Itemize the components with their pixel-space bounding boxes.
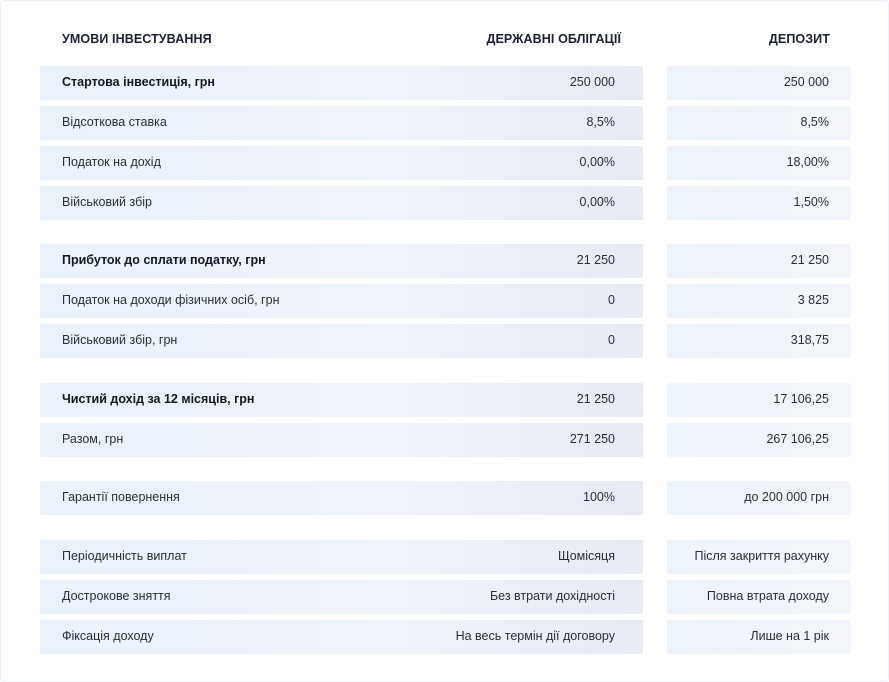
row-main-cell: Гарантії повернення 100%: [40, 481, 643, 515]
table-row: Чистий дохід за 12 місяців, грн 21 250 1…: [0, 383, 889, 417]
row-main-cell: Військовий збір, грн 0: [40, 324, 643, 358]
row-main-cell: Разом, грн 271 250: [40, 423, 643, 457]
bonds-value: 21 250: [576, 253, 615, 267]
deposit-cell: 21 250: [667, 244, 851, 278]
bonds-value: 0: [608, 333, 615, 347]
deposit-cell: 3 825: [667, 284, 851, 318]
row-label: Чистий дохід за 12 місяців, грн: [62, 392, 255, 406]
table-row: Прибуток до сплати податку, грн 21 250 2…: [0, 244, 889, 278]
row-main-cell: Чистий дохід за 12 місяців, грн 21 250: [40, 383, 643, 417]
deposit-value: 18,00%: [786, 155, 829, 169]
deposit-cell: 1,50%: [667, 186, 851, 220]
table-row: Податок на доходи фізичних осіб, грн 0 3…: [0, 284, 889, 318]
row-main-cell: Періодичність виплат Щомісяця: [40, 540, 643, 574]
row-main-cell: Фіксація доходу На весь термін дії догов…: [40, 620, 643, 654]
table-row: Гарантії повернення 100% до 200 000 грн: [0, 481, 889, 515]
deposit-cell: 318,75: [667, 324, 851, 358]
table-row: Періодичність виплат Щомісяця Після закр…: [0, 540, 889, 574]
row-label: Військовий збір, грн: [62, 333, 178, 347]
row-main-cell: Податок на доходи фізичних осіб, грн 0: [40, 284, 643, 318]
deposit-value: 250 000: [783, 75, 829, 89]
row-label: Податок на дохід: [62, 155, 161, 169]
row-main-cell: Стартова інвестиція, грн 250 000: [40, 66, 643, 100]
row-label: Фіксація доходу: [62, 629, 154, 643]
deposit-value: 3 825: [797, 293, 829, 307]
row-main-cell: Податок на дохід 0,00%: [40, 146, 643, 180]
bonds-value: 0,00%: [579, 155, 615, 169]
header-government-bonds: ДЕРЖАВНІ ОБЛІГАЦІЇ: [486, 32, 621, 46]
row-label: Відсоткова ставка: [62, 115, 167, 129]
deposit-value: Лише на 1 рік: [750, 629, 829, 643]
bonds-value: 0,00%: [579, 195, 615, 209]
table-row: Військовий збір 0,00% 1,50%: [0, 186, 889, 220]
bonds-value: 21 250: [576, 392, 615, 406]
bonds-value: 0: [608, 293, 615, 307]
deposit-cell: 18,00%: [667, 146, 851, 180]
bonds-value: 8,5%: [586, 115, 616, 129]
row-main-cell: Відсоткова ставка 8,5%: [40, 106, 643, 140]
row-label: Податок на доходи фізичних осіб, грн: [62, 293, 280, 307]
table-row: Фіксація доходу На весь термін дії догов…: [0, 620, 889, 654]
row-label: Разом, грн: [62, 432, 124, 446]
row-label: Стартова інвестиція, грн: [62, 75, 215, 89]
deposit-cell: 17 106,25: [667, 383, 851, 417]
deposit-cell: 250 000: [667, 66, 851, 100]
bonds-value: Без втрати дохідності: [489, 589, 615, 603]
deposit-value: 267 106,25: [766, 432, 829, 446]
bonds-value: Щомісяця: [558, 549, 615, 563]
deposit-value: 318,75: [790, 333, 829, 347]
table-row: Дострокове зняття Без втрати дохідності …: [0, 580, 889, 614]
deposit-value: 1,50%: [793, 195, 829, 209]
row-main-cell: Прибуток до сплати податку, грн 21 250: [40, 244, 643, 278]
deposit-cell: Повна втрата доходу: [667, 580, 851, 614]
deposit-value: 17 106,25: [773, 392, 829, 406]
row-label: Гарантії повернення: [62, 490, 180, 504]
bonds-value: На весь термін дії договору: [455, 629, 615, 643]
deposit-value: Повна втрата доходу: [706, 589, 829, 603]
row-main-cell: Дострокове зняття Без втрати дохідності: [40, 580, 643, 614]
header-deposit: ДЕПОЗИТ: [768, 32, 830, 46]
header-conditions: УМОВИ ІНВЕСТУВАННЯ: [62, 32, 212, 46]
bonds-value: 271 250: [569, 432, 615, 446]
table-row: Стартова інвестиція, грн 250 000 250 000: [0, 66, 889, 100]
table-header: УМОВИ ІНВЕСТУВАННЯ ДЕРЖАВНІ ОБЛІГАЦІЇ ДЕ…: [0, 24, 889, 54]
deposit-value: до 200 000 грн: [744, 490, 829, 504]
table-row: Податок на дохід 0,00% 18,00%: [0, 146, 889, 180]
deposit-cell: 8,5%: [667, 106, 851, 140]
row-label: Періодичність виплат: [62, 549, 187, 563]
deposit-value: Після закриття рахунку: [694, 549, 830, 563]
row-label: Прибуток до сплати податку, грн: [62, 253, 266, 267]
deposit-cell: Лише на 1 рік: [667, 620, 851, 654]
table-row: Разом, грн 271 250 267 106,25: [0, 423, 889, 457]
deposit-value: 8,5%: [800, 115, 830, 129]
row-label: Дострокове зняття: [62, 589, 171, 603]
bonds-value: 250 000: [569, 75, 615, 89]
table-row: Військовий збір, грн 0 318,75: [0, 324, 889, 358]
deposit-cell: 267 106,25: [667, 423, 851, 457]
deposit-value: 21 250: [790, 253, 829, 267]
row-label: Військовий збір: [62, 195, 152, 209]
table-row: Відсоткова ставка 8,5% 8,5%: [0, 106, 889, 140]
deposit-cell: до 200 000 грн: [667, 481, 851, 515]
deposit-cell: Після закриття рахунку: [667, 540, 851, 574]
bonds-value: 100%: [583, 490, 615, 504]
row-main-cell: Військовий збір 0,00%: [40, 186, 643, 220]
